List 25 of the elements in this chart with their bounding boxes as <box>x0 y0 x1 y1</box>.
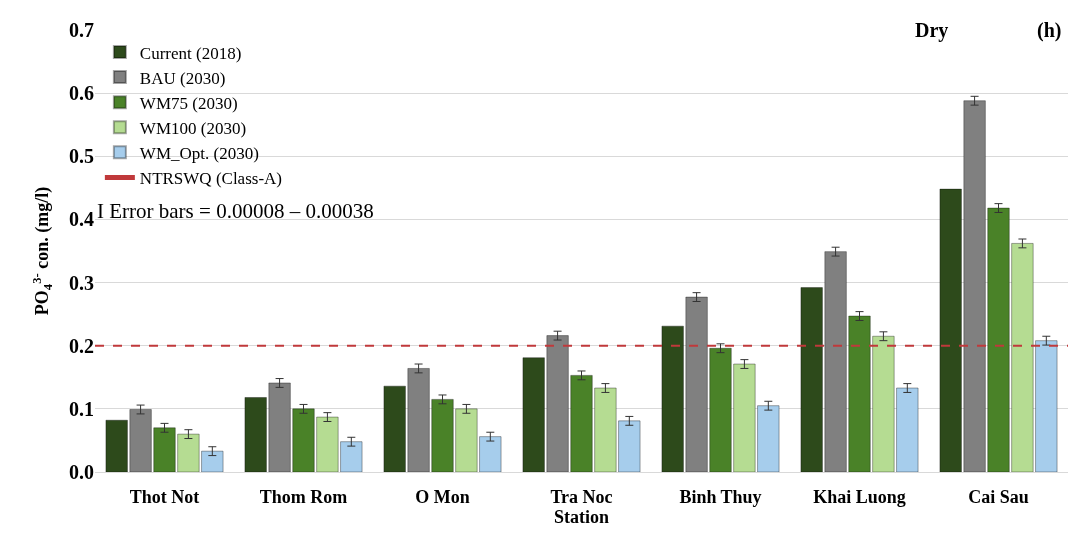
text: 0.0 <box>69 461 94 483</box>
annotation: Dry <box>915 19 949 42</box>
x-tick-label: Thot Not <box>129 486 200 507</box>
x-axis-title: Station <box>553 506 610 527</box>
y-tick-label: 0.3 <box>69 271 94 294</box>
x-tick-label: O Mon <box>415 486 470 507</box>
y-tick-label: 0.1 <box>69 397 94 420</box>
x-tick-label: Binh Thuy <box>679 486 762 507</box>
y-tick-label: 0.7 <box>69 19 94 41</box>
x-tick-label: Thom Rom <box>259 486 348 507</box>
y-tick-label: 0.5 <box>69 145 94 168</box>
x-tick-label: Tra Noc <box>550 486 613 507</box>
y-tick-label: 0.6 <box>69 82 94 105</box>
legend-label: NTRSWQ (Class-A) <box>139 169 283 189</box>
legend-label: WM100 (2030) <box>139 118 247 138</box>
legend-label: BAU (2030) <box>139 68 226 88</box>
legend-label: Current (2018) <box>139 43 242 63</box>
legend-label: WM75 (2030) <box>139 93 238 113</box>
y-tick-label: 0.4 <box>69 208 94 231</box>
legend-label: WM_Opt. (2030) <box>139 144 259 163</box>
annotation: (h) <box>1037 19 1062 42</box>
x-tick-label: Khai Luong <box>813 486 906 507</box>
x-tick-label: Cai Sau <box>968 486 1029 507</box>
y-tick-label: 0.2 <box>69 334 94 357</box>
annotation: I Error bars = 0.00008 – 0.00038 <box>97 199 374 223</box>
